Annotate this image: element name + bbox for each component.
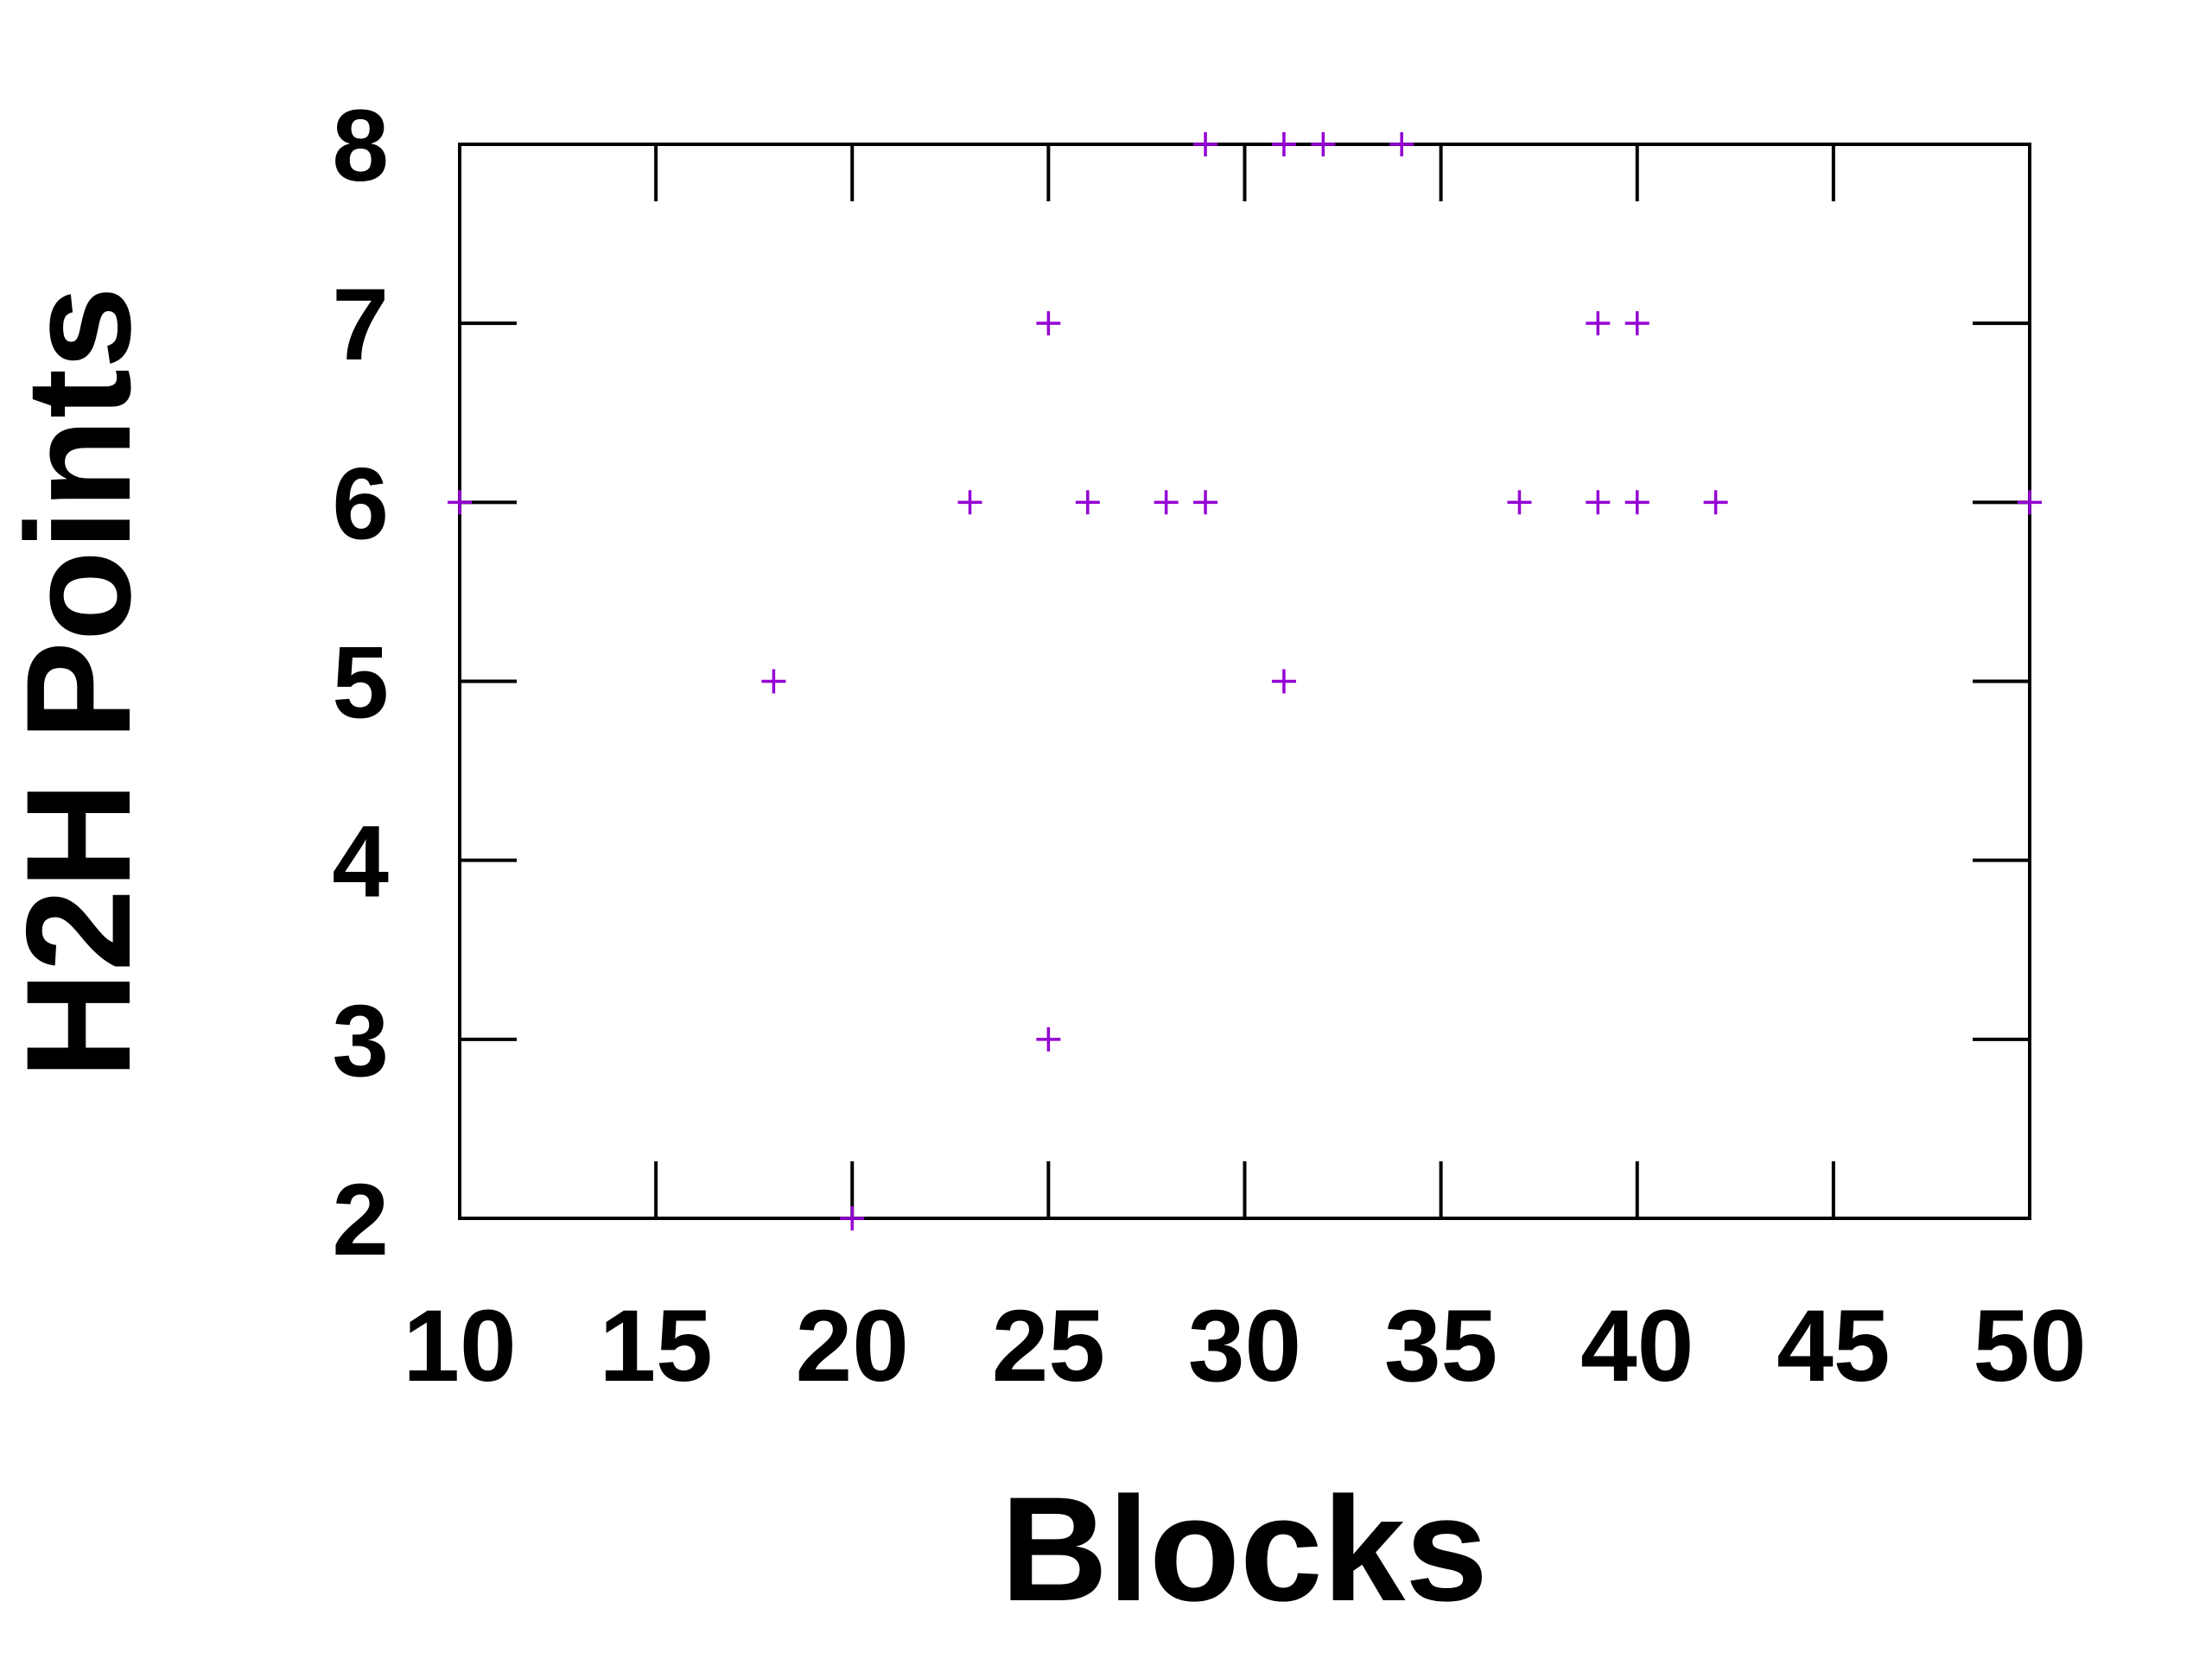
x-tick-label-30: 30 [1188,1289,1301,1403]
y-axis-title: H2H Points [0,286,162,1078]
data-point [761,669,786,694]
y-tick-label-3: 3 [332,984,389,1098]
data-point [1624,311,1649,336]
data-point [957,490,982,515]
data-point [1036,1027,1061,1052]
data-point [1271,132,1296,156]
data-point [1586,311,1611,336]
y-tick-label-6: 6 [332,447,389,561]
y-tick-label-5: 5 [332,626,389,741]
data-point [1075,490,1100,515]
x-tick-label-20: 20 [796,1289,909,1403]
data-point [1036,311,1061,336]
axis-ticks [458,143,2031,1220]
y-tick-label-7: 7 [332,268,389,382]
data-point [1389,132,1414,156]
data-points [448,132,2042,1230]
data-point [1154,490,1179,515]
x-tick-label-45: 45 [1777,1289,1890,1403]
x-tick-labels: 10 15 20 25 30 35 40 45 50 [403,1289,2086,1403]
data-point [1193,490,1218,515]
x-tick-label-15: 15 [599,1289,712,1403]
data-point [1193,132,1218,156]
y-tick-labels: 2 3 4 5 6 7 8 [332,89,389,1277]
x-tick-label-10: 10 [403,1289,516,1403]
x-tick-label-25: 25 [992,1289,1105,1403]
x-tick-label-35: 35 [1384,1289,1497,1403]
x-axis-title: Blocks [1001,1466,1488,1632]
data-point [2018,490,2042,515]
data-point [448,490,472,515]
data-point [1271,669,1296,694]
x-tick-label-50: 50 [1973,1289,2086,1403]
data-point [1311,132,1336,156]
data-point [1703,490,1728,515]
y-tick-label-4: 4 [332,805,389,919]
x-tick-label-40: 40 [1580,1289,1694,1403]
y-tick-label-8: 8 [332,89,389,203]
data-point [1586,490,1611,515]
plot-frame [458,143,2031,1220]
data-point [1624,490,1649,515]
data-point [1507,490,1532,515]
data-point [840,1206,865,1230]
y-tick-label-2: 2 [332,1163,389,1277]
